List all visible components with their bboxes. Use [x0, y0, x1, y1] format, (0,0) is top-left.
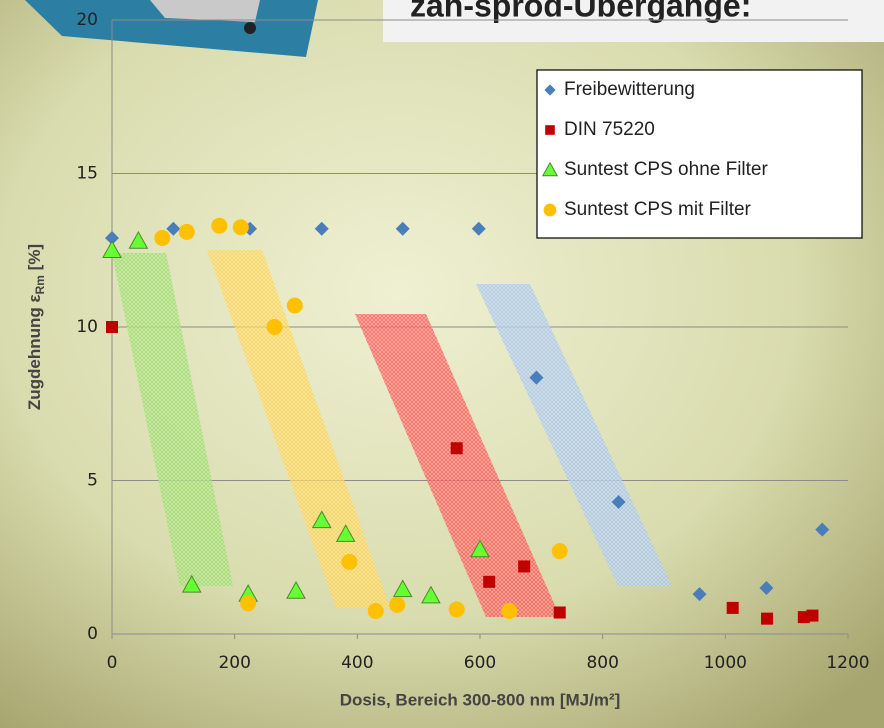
x-tick-label: 200 [218, 653, 250, 673]
point [341, 554, 357, 570]
point [449, 601, 465, 617]
legend-label: Freibewitterung [564, 79, 695, 100]
point [451, 442, 463, 454]
y-label-unit: [%] [25, 244, 44, 275]
point [240, 595, 256, 611]
y-tick-label: 15 [76, 164, 98, 184]
y-axis-label: Zugdehnung εRm [%] [25, 244, 47, 410]
point [518, 560, 530, 572]
legend-label: DIN 75220 [564, 119, 655, 140]
point [287, 298, 303, 314]
point [267, 319, 283, 335]
x-tick-label: 0 [107, 653, 118, 673]
photo-foot [244, 22, 256, 34]
point [106, 321, 118, 333]
point [483, 576, 495, 588]
point [233, 219, 249, 235]
point [554, 607, 566, 619]
point [389, 597, 405, 613]
point [806, 610, 818, 622]
chart: zäh-spröd-Übergänge: Dosis, Bereich 300-… [0, 0, 884, 728]
legend-label: Suntest CPS mit Filter [564, 199, 752, 220]
point [179, 224, 195, 240]
y-tick-label: 10 [76, 317, 98, 337]
x-tick-label: 400 [341, 653, 373, 673]
x-tick-label: 600 [464, 653, 496, 673]
point [154, 230, 170, 246]
y-tick-label: 0 [87, 624, 98, 644]
x-tick-label: 1200 [826, 653, 869, 673]
x-axis-label: Dosis, Bereich 300-800 nm [MJ/m²] [340, 690, 621, 709]
y-label-main: Zugdehnung ε [25, 294, 44, 410]
legend-marker [544, 204, 557, 217]
point [761, 613, 773, 625]
y-tick-label: 5 [87, 471, 98, 491]
point [727, 602, 739, 614]
x-tick-label: 800 [586, 653, 618, 673]
y-tick-label: 20 [76, 10, 98, 30]
y-label-sub: Rm [33, 275, 47, 294]
legend-label: Suntest CPS ohne Filter [564, 159, 768, 180]
point [368, 603, 384, 619]
point [211, 218, 227, 234]
legend-marker [545, 125, 555, 135]
point [552, 543, 568, 559]
x-tick-label: 1000 [704, 653, 747, 673]
page: {"chart_data": {"type": "scatter", "titl… [0, 0, 884, 728]
point [501, 603, 517, 619]
